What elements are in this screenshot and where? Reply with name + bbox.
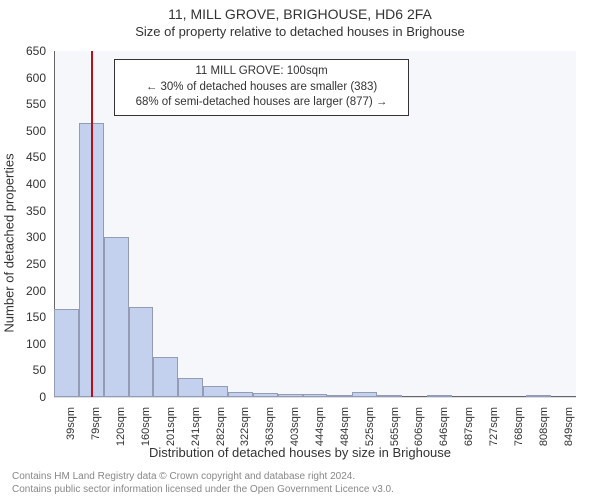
y-tick-label: 400 bbox=[26, 177, 46, 191]
x-tick-label: 403sqm bbox=[289, 407, 301, 446]
histogram-bar bbox=[129, 307, 154, 397]
histogram-bar bbox=[153, 357, 178, 397]
attribution: Contains HM Land Registry data © Crown c… bbox=[12, 470, 394, 496]
y-tick-label: 0 bbox=[39, 390, 46, 404]
y-tick-label: 650 bbox=[26, 44, 46, 58]
y-tick-label: 600 bbox=[26, 71, 46, 85]
y-tick-label: 300 bbox=[26, 230, 46, 244]
y-tick-label: 350 bbox=[26, 204, 46, 218]
chart-container: Number of detached properties 0501001502… bbox=[0, 43, 600, 443]
x-axis: 39sqm79sqm120sqm160sqm201sqm241sqm282sqm… bbox=[54, 397, 576, 437]
x-tick-label: 849sqm bbox=[563, 407, 575, 446]
attribution-line-2: Contains public sector information licen… bbox=[12, 483, 394, 496]
x-tick-label: 646sqm bbox=[438, 407, 450, 446]
x-tick-label: 768sqm bbox=[513, 407, 525, 446]
x-tick-label: 525sqm bbox=[364, 407, 376, 446]
annotation-line-3: 68% of semi-detached houses are larger (… bbox=[123, 95, 400, 111]
x-tick-label: 39sqm bbox=[65, 407, 77, 440]
attribution-line-1: Contains HM Land Registry data © Crown c… bbox=[12, 470, 394, 483]
chart-subtitle: Size of property relative to detached ho… bbox=[0, 22, 600, 39]
x-tick-label: 606sqm bbox=[413, 407, 425, 446]
property-marker-line bbox=[91, 51, 93, 397]
annotation-box: 11 MILL GROVE: 100sqm ← 30% of detached … bbox=[114, 59, 409, 116]
histogram-bar bbox=[54, 309, 79, 397]
chart-address-title: 11, MILL GROVE, BRIGHOUSE, HD6 2FA bbox=[0, 0, 600, 22]
histogram-bar bbox=[178, 378, 203, 397]
x-tick-label: 363sqm bbox=[264, 407, 276, 446]
x-tick-label: 565sqm bbox=[389, 407, 401, 446]
histogram-bar bbox=[203, 386, 228, 397]
y-tick-label: 100 bbox=[26, 337, 46, 351]
y-axis: 050100150200250300350400450500550600650 bbox=[0, 51, 50, 397]
x-tick-label: 79sqm bbox=[90, 407, 102, 440]
y-tick-label: 150 bbox=[26, 310, 46, 324]
y-tick-label: 250 bbox=[26, 257, 46, 271]
x-tick-label: 282sqm bbox=[215, 407, 227, 446]
x-tick-label: 160sqm bbox=[140, 407, 152, 446]
y-tick-label: 550 bbox=[26, 97, 46, 111]
x-tick-label: 201sqm bbox=[165, 407, 177, 446]
x-tick-label: 444sqm bbox=[314, 407, 326, 446]
y-tick-label: 450 bbox=[26, 150, 46, 164]
x-tick-label: 120sqm bbox=[115, 407, 127, 446]
x-tick-label: 727sqm bbox=[488, 407, 500, 446]
x-tick-label: 241sqm bbox=[190, 407, 202, 446]
plot-area: 11 MILL GROVE: 100sqm ← 30% of detached … bbox=[54, 51, 576, 397]
annotation-line-2: ← 30% of detached houses are smaller (38… bbox=[123, 80, 400, 96]
y-tick-label: 500 bbox=[26, 124, 46, 138]
x-tick-label: 808sqm bbox=[538, 407, 550, 446]
y-tick-label: 50 bbox=[33, 363, 46, 377]
x-tick-label: 322sqm bbox=[239, 407, 251, 446]
histogram-bar bbox=[104, 237, 129, 397]
y-tick-label: 200 bbox=[26, 284, 46, 298]
x-tick-label: 484sqm bbox=[339, 407, 351, 446]
x-tick-label: 687sqm bbox=[463, 407, 475, 446]
annotation-line-1: 11 MILL GROVE: 100sqm bbox=[123, 64, 400, 80]
